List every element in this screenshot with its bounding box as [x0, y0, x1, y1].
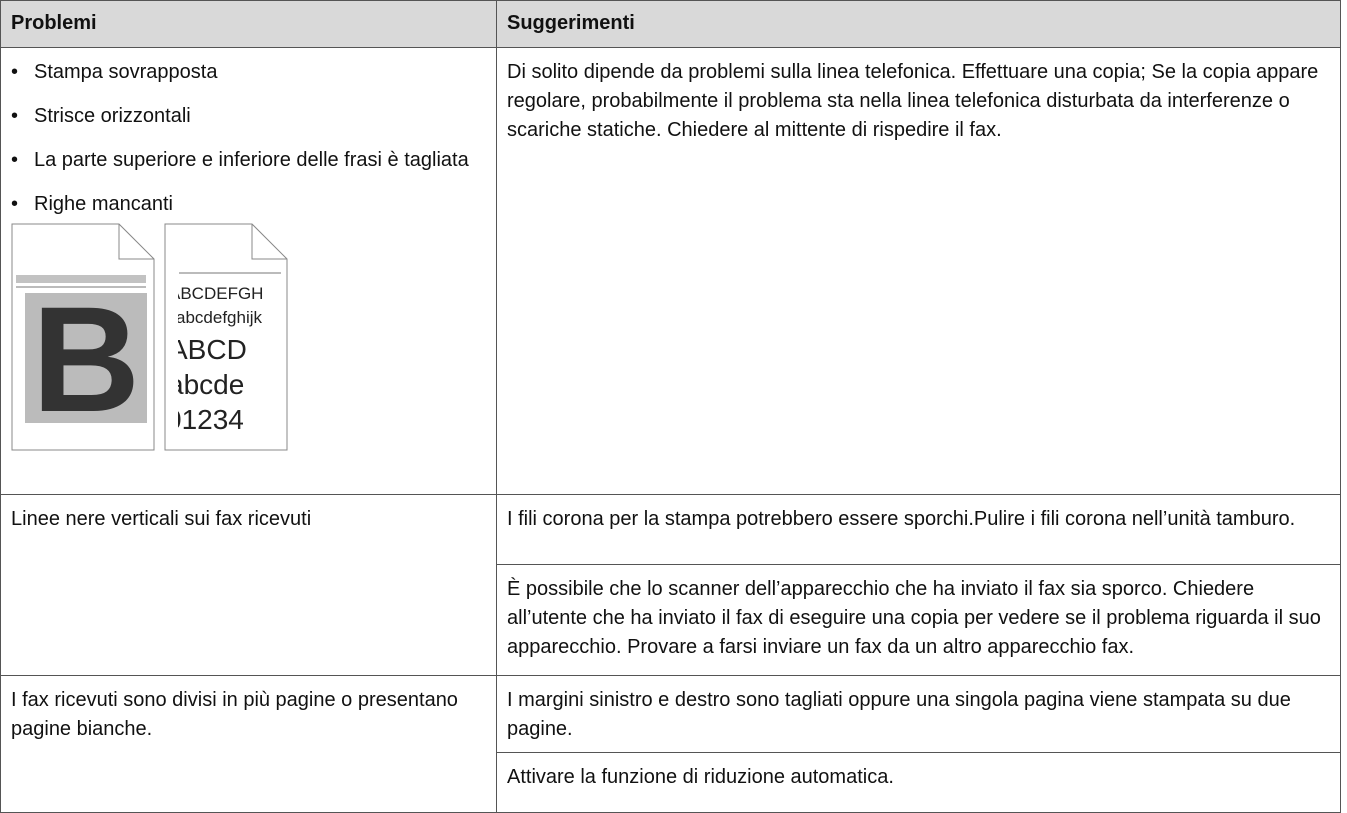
problem-cell: Stampa sovrapposta Strisce orizzontali L… — [0, 47, 497, 495]
sample-text: 01234 — [166, 404, 244, 435]
page-icon — [164, 223, 288, 451]
page: Problemi Suggerimenti Stampa sovrapposta… — [0, 0, 1347, 789]
header-cell: Problemi — [0, 0, 497, 48]
big-letter: B — [32, 275, 140, 443]
bullet-item: Strisce orizzontali — [11, 102, 486, 131]
row: I fax ricevuti sono divisi in più pagine… — [0, 675, 1341, 813]
bullet-item: La parte superiore e inferiore delle fra… — [11, 146, 486, 175]
suggestion-cell: I margini sinistro e destro sono tagliat… — [496, 675, 1341, 753]
bullet-item: Righe mancanti — [11, 190, 486, 219]
illustration: B ABCDEFGH abcdefghijk ABCD abcde 01234 — [11, 223, 288, 451]
sample-text: abcde — [168, 369, 244, 400]
bullet-list: Stampa sovrapposta Strisce orizzontali L… — [11, 58, 486, 219]
suggestion-cell: Attivare la funzione di riduzione automa… — [496, 752, 1341, 813]
header-row: Problemi Suggerimenti — [0, 0, 1341, 48]
row: Linee nere verticali sui fax ricevuti I … — [0, 494, 1341, 676]
header-cell: Suggerimenti — [496, 0, 1341, 48]
row: È possibile che lo scanner dell’apparecc… — [1, 564, 1341, 676]
row: Stampa sovrapposta Strisce orizzontali L… — [0, 47, 1341, 495]
sample-text: ABCD — [169, 334, 247, 365]
sample-text: abcdefghijk — [176, 308, 263, 327]
suggestion-cell: Di solito dipende da problemi sulla line… — [496, 47, 1341, 495]
problem-cell: I fax ricevuti sono divisi in più pagine… — [0, 675, 497, 813]
problem-cell: Linee nere verticali sui fax ricevuti — [0, 494, 497, 676]
suggestion-cell: I fili corona per la stampa potrebbero e… — [496, 494, 1341, 565]
suggestion-cell: È possibile che lo scanner dell’apparecc… — [496, 564, 1341, 676]
bullet-item: Stampa sovrapposta — [11, 58, 486, 87]
sample-text: ABCDEFGH — [169, 284, 263, 303]
